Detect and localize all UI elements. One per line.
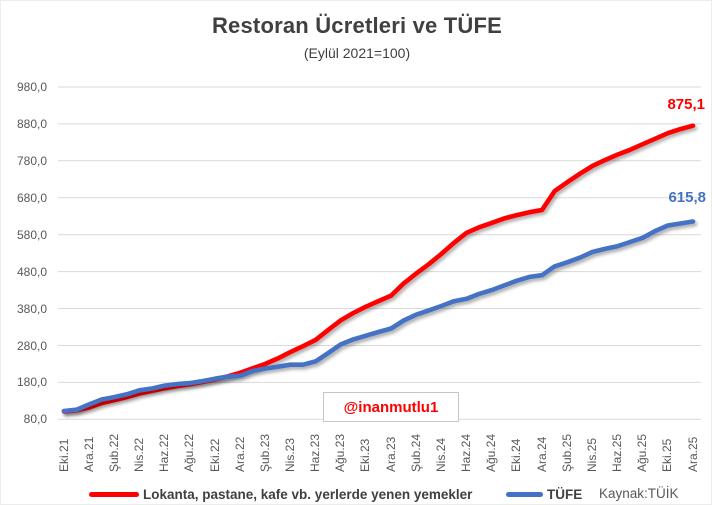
source-note: Kaynak:TÜİK bbox=[599, 486, 679, 501]
legend-item-tufe: TÜFE bbox=[506, 486, 582, 502]
x-tick-label: Ağu.25 bbox=[635, 433, 650, 472]
y-tick-label: 380,0 bbox=[16, 301, 47, 316]
y-tick-label: 780,0 bbox=[16, 153, 47, 168]
y-tick-label: 980,0 bbox=[16, 80, 47, 94]
x-tick-label: Ağu.24 bbox=[484, 433, 499, 472]
legend-swatch-restaurant bbox=[89, 491, 139, 497]
x-tick-label: Haz.23 bbox=[308, 433, 323, 472]
watermark-box: @inanmutlu1 bbox=[323, 392, 459, 422]
x-tick-label: Şub.24 bbox=[408, 433, 423, 472]
legend-label-tufe: TÜFE bbox=[547, 486, 583, 502]
y-tick-label: 580,0 bbox=[16, 227, 47, 242]
y-tick-label: 680,0 bbox=[16, 190, 47, 205]
x-tick-label: Haz.24 bbox=[459, 433, 474, 472]
x-tick-label: Eki.24 bbox=[509, 438, 524, 472]
x-tick-label: Eki.22 bbox=[207, 438, 222, 472]
watermark-text: @inanmutlu1 bbox=[343, 398, 439, 416]
x-tick-label: Haz.22 bbox=[157, 433, 172, 472]
y-tick-label: 480,0 bbox=[16, 264, 47, 279]
end-value-label-restaurant: 875,1 bbox=[667, 96, 705, 113]
x-tick-label: Eki.21 bbox=[56, 438, 71, 472]
x-tick-label: Şub.25 bbox=[559, 433, 574, 472]
x-tick-label: Nis.25 bbox=[584, 437, 599, 472]
x-tick-label: Ara.24 bbox=[534, 436, 549, 472]
x-tick-label: Ara.23 bbox=[383, 436, 398, 472]
y-tick-label: 80,0 bbox=[23, 412, 47, 427]
series-line-restaurant bbox=[61, 123, 696, 414]
y-tick-label: 280,0 bbox=[16, 338, 47, 353]
x-tick-label: Nis.22 bbox=[132, 437, 146, 472]
x-tick-label: Ara.21 bbox=[81, 436, 96, 472]
legend-swatch-tufe bbox=[506, 491, 543, 497]
y-tick-label: 880,0 bbox=[16, 116, 47, 131]
series-line-tufe bbox=[61, 219, 696, 414]
x-tick-label: Ara.22 bbox=[232, 436, 247, 472]
y-tick-label: 180,0 bbox=[16, 375, 47, 390]
legend-item-restaurant: Lokanta, pastane, kafe vb. yerlerde yene… bbox=[89, 486, 472, 502]
x-tick-label: Ağu.23 bbox=[333, 433, 348, 472]
x-tick-label: Haz.25 bbox=[610, 433, 624, 472]
end-value-label-tufe: 615,8 bbox=[668, 189, 706, 206]
chart-title: Restoran Ücretleri ve TÜFE bbox=[211, 13, 503, 38]
x-tick-label: Şub.23 bbox=[257, 433, 272, 472]
x-tick-label: Şub.22 bbox=[106, 433, 121, 472]
gridlines bbox=[58, 86, 701, 420]
x-tick-label: Nis.24 bbox=[433, 437, 448, 472]
x-tick-label: Ara.25 bbox=[685, 436, 700, 472]
x-tick-label: Eki.25 bbox=[660, 438, 675, 472]
x-tick-label: Nis.23 bbox=[282, 437, 297, 472]
x-tick-label: Ağu.22 bbox=[182, 433, 197, 472]
legend-label-restaurant: Lokanta, pastane, kafe vb. yerlerde yene… bbox=[143, 486, 473, 502]
chart-subtitle: (Eylül 2021=100) bbox=[303, 45, 411, 61]
x-tick-label: Eki.23 bbox=[358, 438, 373, 472]
